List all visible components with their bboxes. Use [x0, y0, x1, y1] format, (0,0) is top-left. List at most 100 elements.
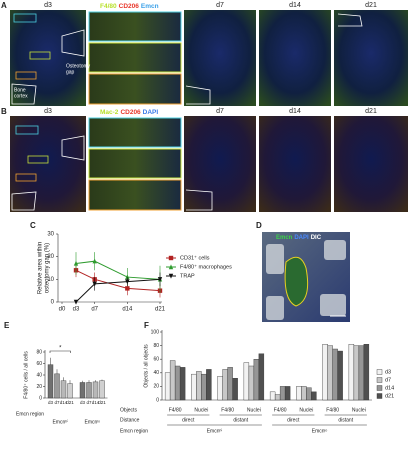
- day-label: d21: [365, 2, 377, 9]
- point: [125, 279, 130, 285]
- x-tick-label: F4/80: [326, 407, 339, 413]
- stain-labels: Mac-2 CD206 DAPI: [100, 109, 158, 116]
- y-axis-label: Objects / all objects: [143, 344, 149, 388]
- image-annotation: cortex: [14, 93, 28, 99]
- day-label: d14: [289, 2, 301, 9]
- y-tick-label: 80: [36, 349, 42, 355]
- y-tick-label: 0: [156, 397, 159, 403]
- bar: [337, 350, 343, 401]
- significance-label: *: [59, 346, 62, 352]
- distance-label: distant: [338, 417, 353, 423]
- point: [168, 255, 174, 261]
- y-tick-label: 30: [47, 232, 54, 238]
- bar: [222, 369, 228, 401]
- y-tick-label: 100: [151, 329, 160, 335]
- panel-letter: F: [144, 321, 149, 330]
- x-tick-label: Nuclei: [247, 407, 261, 413]
- bar: [279, 386, 286, 401]
- legend-swatch: [376, 385, 383, 391]
- legend-label: d21: [385, 393, 394, 399]
- bar: [232, 378, 238, 401]
- significance-bracket: [49, 350, 71, 353]
- point: [168, 264, 174, 270]
- stain-label: Emcn: [141, 3, 159, 10]
- x-tick-label: d3: [73, 307, 80, 313]
- bar: [284, 386, 291, 401]
- region-label: Emcnʰⁱ: [207, 427, 223, 434]
- y-axis-label: Relative area within: [38, 242, 44, 294]
- bar: [311, 391, 317, 401]
- bar: [191, 373, 197, 401]
- y-tick-label: 20: [36, 384, 42, 390]
- bar: [206, 369, 212, 401]
- y-axis-label: F4/80⁺ cells / all cells: [23, 351, 29, 399]
- bar: [258, 353, 265, 401]
- legend-swatch: [376, 393, 383, 399]
- point: [92, 258, 97, 264]
- series-line: [75, 260, 161, 280]
- stain-label: F4/80: [100, 3, 117, 10]
- row-label: Emcn region: [120, 428, 148, 434]
- y-tick-label: 0: [51, 300, 55, 306]
- panel-d-image: [262, 232, 350, 322]
- legend-label: CD31⁺ cells: [180, 254, 210, 261]
- row-label: Distance: [120, 417, 140, 423]
- legend-label: TRAP: [180, 273, 195, 279]
- y-tick-label: 60: [153, 357, 159, 363]
- y-tick-label: 40: [153, 370, 159, 376]
- image-annotation: gap: [66, 69, 75, 75]
- day-label: d14: [289, 108, 301, 115]
- bar: [174, 365, 181, 401]
- stain-label: Emcn: [276, 235, 293, 241]
- y-axis-label: osteotomy gap (%): [45, 243, 51, 293]
- stain-label: CD206: [120, 109, 141, 116]
- bar: [269, 391, 276, 401]
- bar: [332, 348, 338, 401]
- panel-b-images: [10, 116, 408, 212]
- x-tick-label: d21: [98, 400, 106, 405]
- bar: [248, 365, 255, 401]
- bar: [227, 367, 233, 401]
- bar: [353, 345, 360, 401]
- x-tick-label: Nuclei: [194, 407, 208, 413]
- bar: [79, 382, 86, 399]
- y-tick-label: 20: [47, 254, 54, 260]
- x-tick-label: d21: [66, 400, 74, 405]
- panel-letter: A: [1, 1, 7, 10]
- bar: [164, 372, 171, 401]
- stain-label: Mac-2: [100, 109, 119, 116]
- region-label: Emcnˡᵒ: [312, 428, 328, 434]
- stain-label: DAPI: [143, 109, 159, 116]
- stain-label: DIC: [311, 235, 322, 241]
- x-tick-label: d14: [60, 400, 68, 405]
- bar: [179, 367, 186, 401]
- panel-letter: E: [4, 321, 10, 330]
- bar: [301, 386, 307, 401]
- bar: [201, 373, 207, 401]
- x-tick-label: F4/80: [274, 407, 287, 413]
- y-tick-label: 0: [39, 395, 42, 401]
- point: [125, 286, 130, 291]
- point: [92, 281, 97, 287]
- x-tick-label: d7: [54, 400, 60, 405]
- bar: [348, 344, 355, 401]
- bar: [327, 345, 333, 401]
- series-line: [75, 278, 161, 303]
- y-tick-label: 20: [153, 384, 159, 390]
- x-tick-label: d7: [86, 400, 92, 405]
- bar: [253, 359, 260, 401]
- y-tick-label: 10: [47, 277, 54, 283]
- point: [73, 299, 79, 305]
- day-label: d7: [216, 108, 224, 115]
- x-tick-label: d7: [91, 307, 98, 313]
- legend-label: d3: [385, 369, 391, 375]
- bar: [47, 364, 54, 399]
- day-label: d3: [44, 108, 52, 115]
- bar: [217, 376, 223, 401]
- panel-letter: C: [30, 221, 36, 230]
- day-label: d3: [44, 2, 52, 9]
- stain-labels: F4/80 CD206 Emcn: [100, 3, 159, 10]
- legend-swatch: [376, 377, 383, 383]
- legend-label: F4/80⁺ macrophages: [180, 263, 232, 270]
- stain-label: CD206: [119, 3, 140, 10]
